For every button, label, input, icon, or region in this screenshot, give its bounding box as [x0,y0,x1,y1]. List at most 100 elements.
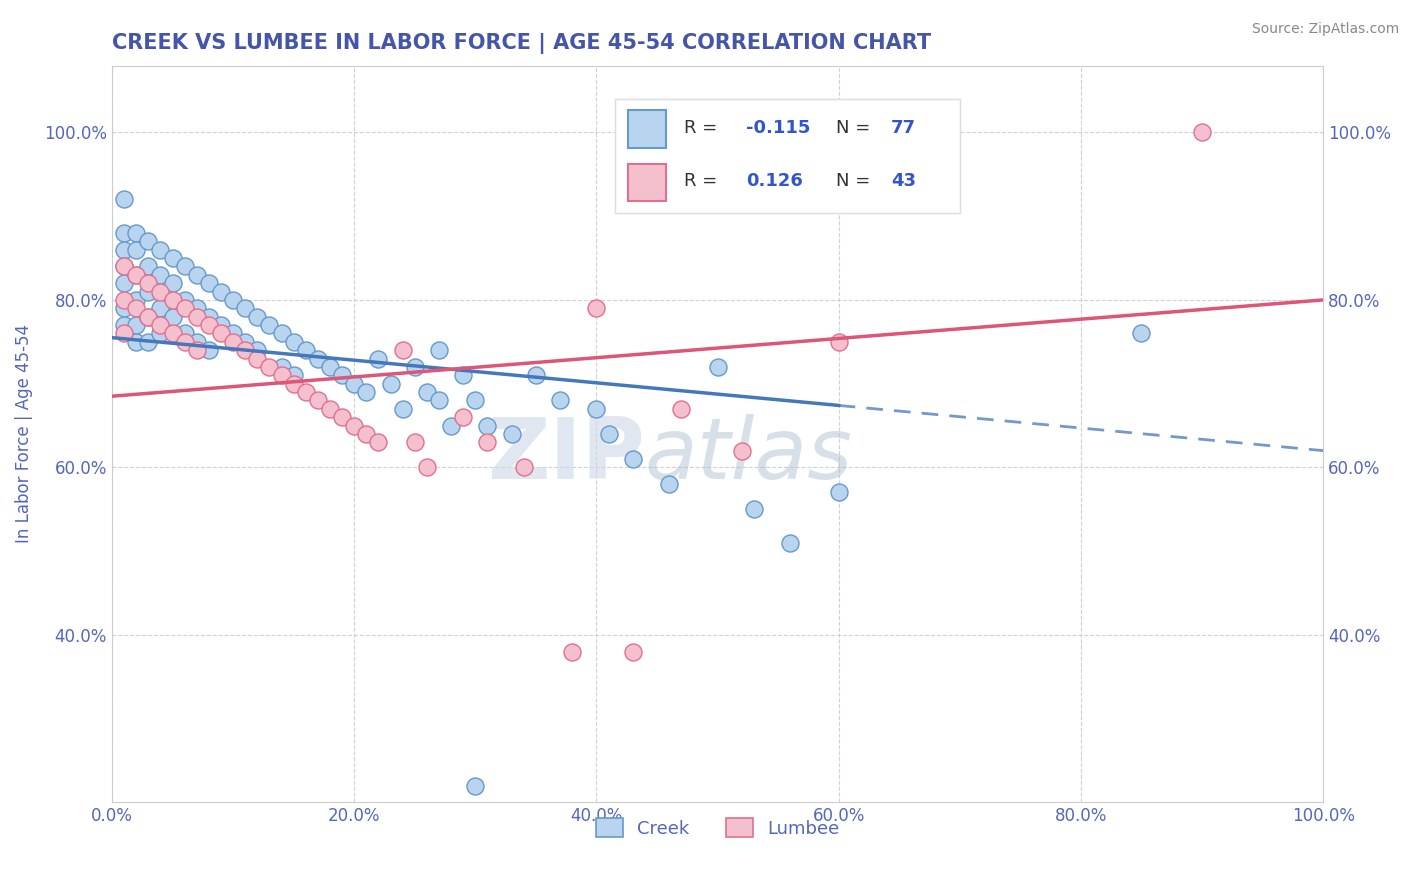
Point [222,293,245,307]
Point [162,310,184,324]
Point [136,260,159,274]
Legend: Creek, Lumbee: Creek, Lumbee [589,811,846,845]
Point [548,393,571,408]
Point [259,318,281,332]
Point [404,359,426,374]
Point [112,260,135,274]
Point [173,260,195,274]
Point [186,343,208,358]
Point [356,384,378,399]
Point [186,301,208,316]
Point [125,293,148,307]
Point [149,243,172,257]
Point [367,351,389,366]
Point [198,318,221,332]
Point [259,359,281,374]
Point [136,276,159,290]
Point [451,410,474,425]
Point [198,343,221,358]
Point [827,334,849,349]
Point [307,393,329,408]
Point [827,485,849,500]
Text: ZIP: ZIP [486,415,645,498]
Point [416,384,439,399]
Point [246,310,269,324]
Point [136,285,159,299]
Point [149,326,172,341]
Point [209,318,232,332]
Point [283,376,305,391]
Point [209,285,232,299]
Point [112,243,135,257]
Point [477,435,499,450]
Text: atlas: atlas [645,415,853,498]
Point [112,326,135,341]
Point [319,359,342,374]
Point [585,301,607,316]
Point [391,401,413,416]
Point [125,268,148,282]
Point [125,318,148,332]
Point [233,301,256,316]
Point [173,293,195,307]
Point [125,334,148,349]
Point [464,393,486,408]
Point [598,426,620,441]
Point [112,318,135,332]
Point [136,235,159,249]
Point [209,326,232,341]
Point [162,276,184,290]
Point [173,301,195,316]
Point [330,368,353,383]
Point [186,268,208,282]
Point [162,326,184,341]
Point [1130,326,1153,341]
Point [561,644,583,658]
Point [173,334,195,349]
Point [125,243,148,257]
Point [162,293,184,307]
Point [427,393,450,408]
Point [173,326,195,341]
Point [270,326,292,341]
Point [621,644,644,658]
Point [246,351,269,366]
Point [779,535,801,549]
Point [742,502,765,516]
Point [731,443,754,458]
Point [319,401,342,416]
Point [1191,126,1213,140]
Point [149,318,172,332]
Point [186,310,208,324]
Point [343,418,366,433]
Point [112,301,135,316]
Point [136,310,159,324]
Point [125,301,148,316]
Point [477,418,499,433]
Point [440,418,463,433]
Point [186,334,208,349]
Point [451,368,474,383]
Point [464,779,486,793]
Point [233,334,256,349]
Point [380,376,402,391]
Text: Source: ZipAtlas.com: Source: ZipAtlas.com [1251,22,1399,37]
Text: CREEK VS LUMBEE IN LABOR FORCE | AGE 45-54 CORRELATION CHART: CREEK VS LUMBEE IN LABOR FORCE | AGE 45-… [112,33,931,54]
Point [706,359,728,374]
Point [283,334,305,349]
Point [198,276,221,290]
Point [404,435,426,450]
Point [330,410,353,425]
Point [427,343,450,358]
Point [416,460,439,475]
Point [222,334,245,349]
Point [125,226,148,240]
Point [671,401,693,416]
Point [367,435,389,450]
Point [198,310,221,324]
Point [136,334,159,349]
Point [233,343,256,358]
Point [391,343,413,358]
Point [307,351,329,366]
Point [585,401,607,416]
